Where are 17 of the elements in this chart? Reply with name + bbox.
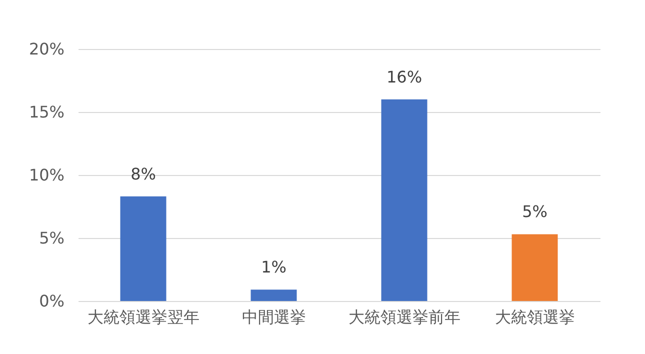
bar xyxy=(120,196,166,301)
data-label: 5% xyxy=(522,202,548,222)
x-tick-label: 大統領選挙翌年 xyxy=(87,308,200,326)
x-tick-label: 中間選挙 xyxy=(242,308,306,326)
x-tick-label: 大統領選挙 xyxy=(494,308,575,326)
y-tick-label: 20% xyxy=(28,40,64,58)
bar xyxy=(381,99,428,301)
y-tick-label: 10% xyxy=(28,166,64,184)
data-label: 1% xyxy=(261,258,286,277)
bar xyxy=(250,290,297,301)
y-tick-label: 5% xyxy=(39,228,64,248)
data-label: 8% xyxy=(130,164,156,184)
data-label: 16% xyxy=(386,67,422,86)
y-tick-label: 0% xyxy=(39,292,64,310)
y-tick-label: 15% xyxy=(28,102,64,122)
bar xyxy=(512,234,558,301)
x-tick-label: 大統領選挙前年 xyxy=(348,308,460,326)
